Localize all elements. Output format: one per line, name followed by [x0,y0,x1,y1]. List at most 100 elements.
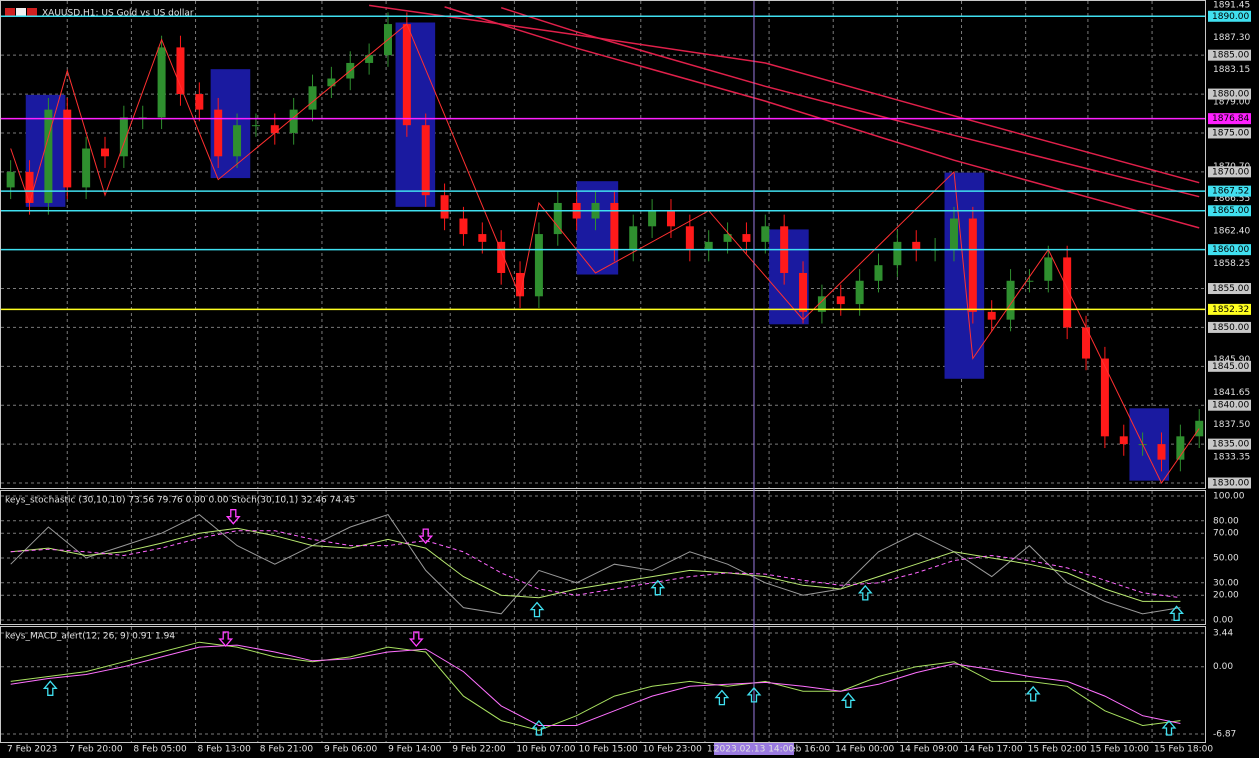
sell-arrow [418,528,434,545]
candle-body [119,117,128,157]
y-tick-label: 1866.55 [1213,194,1250,204]
candle-body [6,171,15,188]
candle-body [949,218,958,250]
y-tick-label: 1841.65 [1213,388,1250,398]
candle-body [214,109,223,157]
y-tick-label: 100.00 [1213,492,1245,502]
candle-body [534,234,543,297]
candle-body [251,125,260,127]
line-series [10,23,1200,484]
candle-body [1100,358,1109,437]
candle-body [742,234,751,242]
candle-body [874,265,883,281]
buy-arrow [1169,605,1185,622]
candle-body [666,210,675,227]
level-label: 1875.00 [1212,128,1249,138]
candle-body [912,241,921,250]
level-label: 1855.00 [1212,284,1249,294]
level-label: 1840.00 [1212,401,1249,411]
buy-arrow [746,686,762,703]
x-tick-label: 13 Feb 16:00 [771,745,830,755]
candle-body [648,210,657,227]
level-box [1208,88,1251,100]
level-box [1208,166,1251,178]
line-series [10,527,1181,602]
candle-body [1025,280,1034,282]
line-series [10,641,1181,731]
cursor-label-box [713,743,794,755]
y-tick-label: 3.44 [1213,629,1233,639]
level-box [1208,185,1251,197]
candle-body [553,202,562,235]
candle-body [1157,444,1166,460]
candle-body [289,109,298,133]
x-tick-label: 9 Feb 22:00 [452,745,506,755]
level-label: 1852.32 [1212,305,1249,315]
line-series [10,644,1181,726]
level-label: 1885.00 [1212,51,1249,61]
candle-body [233,125,242,157]
level-box [1208,283,1251,295]
candle-body [1082,327,1091,359]
buy-arrow [857,584,873,601]
y-tick-label: 0.00 [1213,616,1233,626]
grid-layer [1,1,1205,742]
candle-body [82,148,91,188]
x-tick-label: 14 Feb 00:00 [835,745,894,755]
candle-body [723,234,732,242]
candle-body [63,109,72,188]
candle-body [704,241,713,250]
level-box [1208,303,1251,315]
y-tick-label: 1883.15 [1213,65,1250,75]
candle-body [25,171,34,203]
candle-body [459,218,468,235]
buy-arrow [650,579,666,596]
y-tick-label: 1891.45 [1213,1,1250,11]
buy-arrow [1025,685,1041,702]
level-label: 1865.00 [1212,206,1249,216]
candle-body [100,148,109,157]
level-box [1208,360,1251,372]
x-tick-label: 10 Feb 23:00 [643,745,702,755]
candle-body [1044,257,1053,281]
panel-title: keys_stochastic (30,10,10) 73.56 79.76 0… [5,496,355,506]
candle-body [1006,280,1015,320]
candle-body [270,125,279,133]
candle-body [440,195,449,219]
candle-body [685,226,694,250]
level-label: 1880.00 [1212,90,1249,100]
candle-body [497,241,506,273]
y-tick-label: 1845.90 [1213,355,1250,365]
candle-body [1119,436,1128,445]
buy-arrow [529,601,545,618]
line-series [10,514,1181,615]
x-tick-label: 10 Feb 15:00 [579,745,638,755]
symbol-icon [5,8,37,17]
x-tick-label: 8 Feb 21:00 [260,745,314,755]
y-tick-label: 0.00 [1213,662,1233,672]
level-label: 1876.84 [1212,114,1249,124]
x-tick-label: 8 Feb 05:00 [133,745,187,755]
x-tick-label: 15 Feb 10:00 [1090,745,1149,755]
candle-body [478,234,487,242]
level-box [1208,321,1251,333]
line-series [500,6,1200,198]
x-tick-label: 14 Feb 17:00 [964,745,1023,755]
x-tick-label: 8 Feb 13:00 [198,745,252,755]
candle-body [44,109,53,203]
x-tick-label: 15 Feb 18:00 [1154,745,1213,755]
line-series [368,4,1200,184]
y-tick-label: 1879.00 [1213,97,1250,107]
candle-body [799,272,808,312]
candle-body [308,86,317,110]
level-label: 1845.00 [1212,362,1249,372]
level-box [1208,49,1251,61]
x-tick-label: 9 Feb 14:00 [388,745,442,755]
candle-body [987,311,996,320]
candle-body [761,226,770,242]
buy-arrow [714,689,730,706]
level-label: 1867.52 [1212,187,1249,197]
